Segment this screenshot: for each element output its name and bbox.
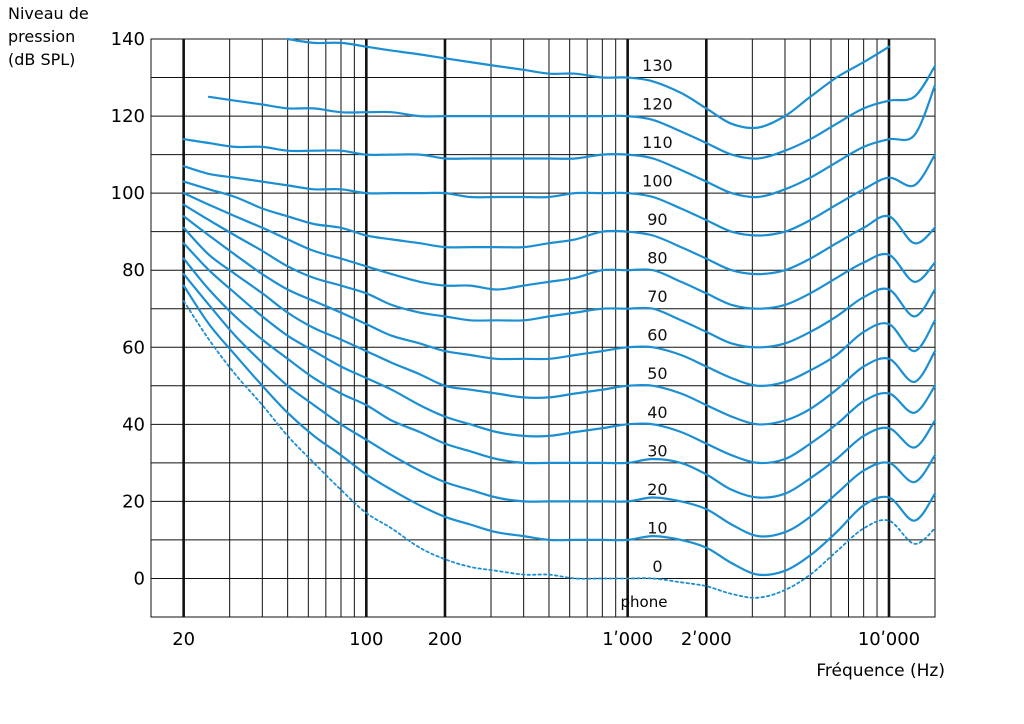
curve-label-120: 120 — [642, 95, 673, 114]
curve-label-50: 50 — [647, 364, 667, 383]
y-tick-label: 120 — [111, 106, 145, 127]
curve-60-phon — [182, 215, 937, 388]
x-tick-label: 2ʹ000 — [681, 629, 732, 650]
y-tick-label: 20 — [122, 491, 145, 512]
curve-label-10: 10 — [647, 518, 667, 537]
curve-label-20: 20 — [647, 480, 667, 499]
x-axis-label: Fréquence (Hz) — [816, 661, 945, 681]
y-tick-label: 80 — [122, 260, 145, 281]
y-tick-label: 140 — [111, 29, 145, 50]
curve-label-80: 80 — [647, 249, 667, 268]
curve-label-40: 40 — [647, 403, 667, 422]
curve-80-phon — [182, 192, 937, 310]
curve-label-90: 90 — [647, 210, 667, 229]
y-axis-label-line-3: (dB SPL) — [8, 50, 75, 69]
curve-label-60: 60 — [647, 326, 667, 345]
x-tick-label: 20 — [172, 629, 195, 650]
curve-label-110: 110 — [642, 133, 673, 152]
y-tick-label: 100 — [111, 183, 145, 204]
curve-label-0: 0 — [652, 557, 662, 576]
unit-label-phone: phone — [621, 593, 668, 611]
curve-90-phon — [182, 180, 937, 276]
curve-130-phon — [286, 37, 891, 130]
x-tick-label: 200 — [428, 629, 462, 650]
x-tick-label: 100 — [349, 629, 383, 650]
chart-curve-labels: 0 10 20 30 40 50 60 70 80 90 100 110 120 130 — [642, 56, 673, 576]
chart-tick-labels: 20 100 200 1ʹ000 2ʹ000 10ʹ0000204060801001201… — [111, 29, 920, 650]
curve-70-phon — [182, 203, 937, 349]
y-axis-label-line-1: Niveau de — [8, 4, 89, 23]
curve-110-phon — [182, 84, 937, 199]
x-tick-label: 1ʹ000 — [602, 629, 653, 650]
curve-label-130: 130 — [642, 56, 673, 75]
y-tick-label: 0 — [134, 568, 145, 589]
plot-frame — [150, 38, 936, 618]
curve-label-70: 70 — [647, 287, 667, 306]
y-tick-label: 40 — [122, 414, 145, 435]
y-axis-label-line-2: pression — [8, 27, 75, 46]
x-tick-label: 10ʹ000 — [858, 629, 920, 650]
curve-0-phon — [182, 300, 936, 599]
curve-40-phon — [182, 242, 937, 465]
curve-100-phon — [182, 153, 937, 237]
chart-curves — [182, 37, 937, 599]
curve-label-30: 30 — [647, 441, 667, 460]
y-tick-label: 60 — [122, 337, 145, 358]
curve-120-phon — [207, 64, 937, 160]
curve-50-phon — [182, 226, 937, 426]
curve-20-phon — [182, 273, 937, 538]
curve-30-phon — [182, 257, 937, 499]
curve-10-phon — [182, 284, 937, 577]
curve-label-100: 100 — [642, 172, 673, 191]
